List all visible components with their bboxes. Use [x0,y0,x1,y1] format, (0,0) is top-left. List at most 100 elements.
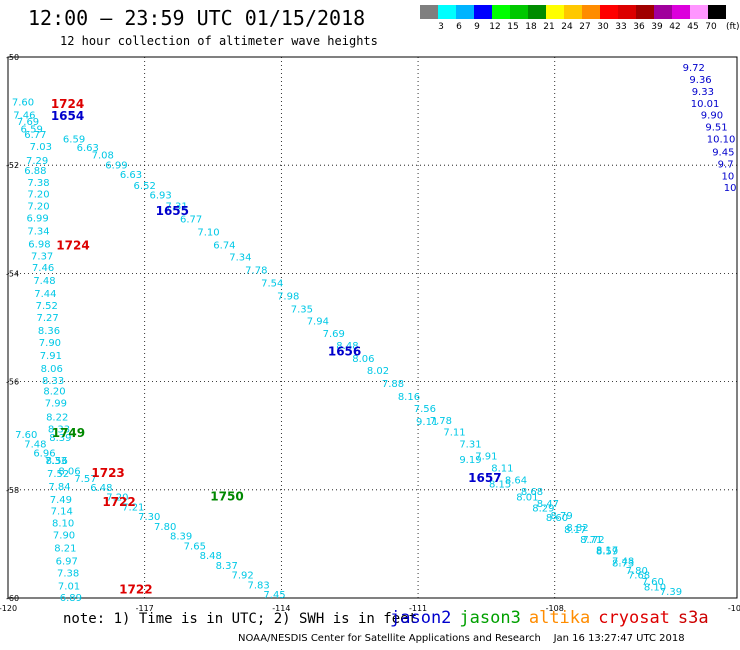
footer-note: note: 1) Time is in UTC; 2) SWH is in fe… [63,611,418,627]
wave-height-label: 7.48 [612,556,634,567]
wave-height-label: 7.60 [15,430,37,441]
wave-height-label: 8.10 [644,582,666,593]
wave-height-label: 6.89 [60,593,82,604]
colorbar-label: 70 [705,22,717,32]
wave-height-label: 7.84 [48,482,70,493]
pass-time-label: 1724 [51,97,84,111]
legend-item: altika [528,608,591,628]
colorbar-label: 36 [633,22,645,32]
legend-item: jason2 [390,608,452,628]
wave-height-label: 7.33 [45,456,67,467]
wave-height-label: 7.03 [30,142,52,153]
wave-height-label: 8.64 [505,475,527,486]
wave-height-label: 6.98 [28,239,50,250]
page-subtitle: 12 hour collection of altimeter wave hei… [60,34,378,48]
map-frame [7,56,738,599]
wave-height-label: 6.77 [24,130,46,141]
wave-height-label: 7.68 [628,571,650,582]
wave-height-label: 8.39 [49,433,71,444]
wave-height-label: 6.63 [77,143,99,154]
wave-height-label: 7.99 [45,398,67,409]
wave-height-label: 7.52 [36,301,58,312]
wave-height-label: 8.47 [537,499,559,510]
colorbar-label: 3 [438,22,444,32]
wave-height-label: 7.57 [74,474,96,485]
legend-item: jason3 [459,608,521,628]
colorbar-swatch [546,5,564,19]
wave-height-label: 8.22 [46,413,68,424]
wave-height-label: 10.01 [691,99,720,110]
wave-height-label: 6.63 [120,170,142,181]
wave-height-label: 10.10 [707,134,736,145]
wave-height-label: 8.71 [580,535,602,546]
colorbar-label: 9 [474,22,480,32]
wave-height-label: 8.56 [46,456,68,467]
wave-height-label: 6.88 [24,166,46,177]
wave-height-label: 9.7 [718,159,734,170]
pass-time-label: 1724 [56,239,89,253]
wave-height-label: 9.90 [701,111,723,122]
wave-height-label: 7.29 [26,156,48,167]
lon-tick-label: -117 [136,604,154,613]
wave-height-label: 8.06 [58,467,80,478]
wave-height-label: 6.59 [63,134,85,145]
wave-height-label: 8.48 [336,341,358,352]
lat-tick-label: -60 [6,594,19,603]
wave-height-label: 7.92 [232,571,254,582]
wave-height-label: 7.56 [414,404,436,415]
wave-height-label: 7.52 [47,469,69,480]
wave-height-label: 7.69 [17,117,39,128]
colorbar-label: 27 [579,22,591,32]
wave-height-label: 7.48 [24,440,46,451]
wave-height-label: 8.37 [216,561,238,572]
wave-height-label: 7.48 [33,276,55,287]
wave-height-label: 7.44 [34,289,56,300]
wave-height-label: 7.80 [154,522,176,533]
wave-height-label: 6.48 [90,483,112,494]
colorbar-label: 21 [543,22,555,32]
wave-height-label: 8.06 [41,364,63,375]
lat-tick-label: -50 [6,53,19,62]
wave-height-label: 6.93 [150,191,172,202]
wave-height-label: 7.98 [277,291,299,302]
colorbar-swatch [420,5,438,19]
colorbar-unit: (ft) [726,22,740,32]
wave-height-label: 6.99 [105,160,127,171]
pass-time-label: 1656 [328,345,361,359]
wave-height-label: 7.39 [660,587,682,598]
colorbar-swatch [474,5,492,19]
wave-height-label: 7.80 [626,566,648,577]
wave-height-label: 7.88 [382,379,404,390]
lon-tick-label: -108 [546,604,564,613]
legend-item: cryosat [598,608,670,628]
colorbar-swatch [618,5,636,19]
wave-height-label: 7.46 [13,111,35,122]
colorbar-label: 12 [489,22,501,32]
wave-height-label: 7.38 [27,178,49,189]
wave-height-label: 7.46 [32,263,54,274]
wave-height-label: 7.10 [197,228,219,239]
wave-height-label: 7.27 [37,313,59,324]
wave-height-label: 9.51 [705,123,727,134]
page-title: 12:00 – 23:59 UTC 01/15/2018 [28,6,366,30]
wave-height-label: 7.31 [165,202,187,213]
wave-height-label: 7.34 [27,226,49,237]
wave-height-label: 8.68 [521,487,543,498]
wave-height-label: 8.60 [546,513,568,524]
colorbar-swatch [528,5,546,19]
wave-height-label: 7.83 [247,580,269,591]
wave-height-label: 7.30 [138,512,160,523]
colorbar-label: 42 [669,22,681,32]
colorbar-swatch [456,5,474,19]
wave-height-label: 7.45 [263,590,285,601]
wave-height-label: 7.49 [50,495,72,506]
wave-height-label: 8.02 [367,366,389,377]
satellite-legend: jason2 jason3 altika cryosat s3a [390,608,717,628]
wave-height-label: 7.20 [27,202,49,213]
wave-height-label: 8.20 [43,387,65,398]
wave-height-label: 7.91 [40,351,62,362]
wave-height-label: 7.01 [58,581,80,592]
wave-height-label: 7.35 [291,304,313,315]
wave-height-label: 8.10 [52,519,74,530]
wave-height-label: 6.59 [21,125,43,136]
